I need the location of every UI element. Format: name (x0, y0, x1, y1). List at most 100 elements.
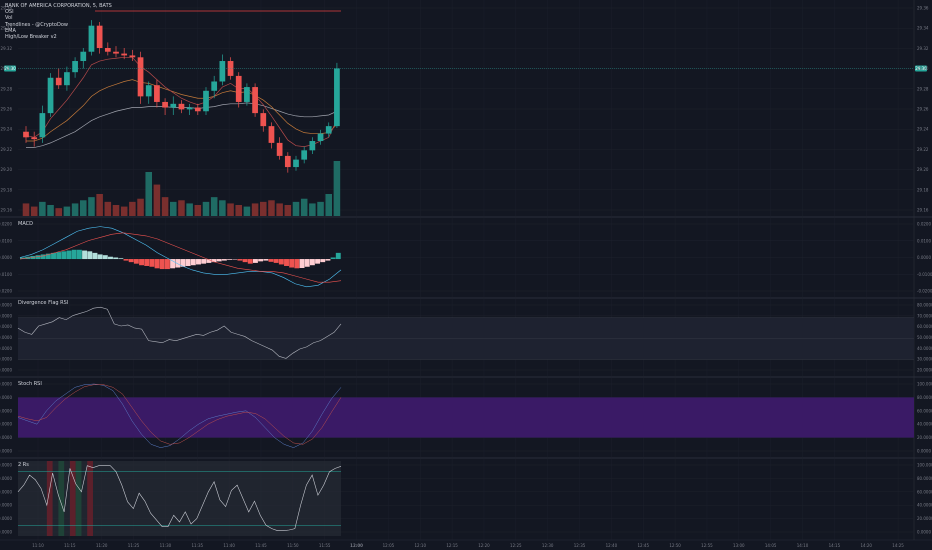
macd-pane[interactable] (19, 226, 342, 288)
macd-histogram-bar[interactable] (206, 259, 212, 263)
macd-histogram-bar[interactable] (113, 257, 119, 260)
volume-bar[interactable] (129, 201, 136, 216)
macd-histogram-bar[interactable] (61, 251, 67, 260)
macd-histogram-bar[interactable] (247, 259, 253, 264)
macd-histogram-bar[interactable] (201, 259, 207, 264)
price-pane[interactable]: 29.30 29.30 (4, 10, 927, 216)
candle-body[interactable] (88, 25, 95, 52)
macd-histogram-bar[interactable] (123, 259, 129, 261)
volume-bar[interactable] (194, 205, 202, 216)
candle-body[interactable] (317, 133, 324, 142)
volume-bar[interactable] (260, 201, 267, 216)
volume-bar[interactable] (120, 206, 128, 216)
volume-bar[interactable] (104, 201, 112, 216)
volume-bar[interactable] (22, 203, 30, 216)
candle-body[interactable] (154, 85, 160, 102)
macd-histogram-bar[interactable] (87, 251, 93, 260)
macd-histogram-bar[interactable] (102, 255, 108, 260)
candle-body[interactable] (170, 103, 177, 108)
candle-body[interactable] (162, 101, 168, 108)
macd-histogram-bar[interactable] (284, 259, 289, 266)
volume-bar[interactable] (309, 203, 316, 216)
volume-bar[interactable] (30, 206, 38, 216)
candle-body[interactable] (96, 25, 103, 48)
volume-bar[interactable] (178, 200, 185, 216)
candle-body[interactable] (219, 61, 226, 82)
macd-histogram-bar[interactable] (335, 252, 341, 260)
macd-histogram-bar[interactable] (20, 257, 25, 260)
candle-body[interactable] (293, 159, 299, 168)
volume-bar[interactable] (71, 203, 79, 216)
macd-histogram-bar[interactable] (76, 249, 82, 260)
candle-body[interactable] (178, 103, 185, 110)
candle-body[interactable] (113, 51, 119, 54)
candle-body[interactable] (72, 61, 78, 73)
candle-body[interactable] (31, 137, 38, 140)
volume-bar[interactable] (251, 203, 259, 216)
macd-histogram-bar[interactable] (108, 256, 113, 260)
macd-histogram-bar[interactable] (154, 259, 160, 269)
candle-body[interactable] (334, 68, 340, 127)
macd-histogram-bar[interactable] (118, 258, 124, 260)
candle-body[interactable] (260, 113, 267, 127)
macd-histogram-bar[interactable] (221, 259, 227, 261)
symbol-legend[interactable]: BANK OF AMERICA CORPORATION, 5, BATS OSI… (5, 3, 112, 40)
candle-body[interactable] (252, 87, 258, 114)
volume-bar[interactable] (63, 206, 71, 216)
macd-histogram-bar[interactable] (190, 259, 196, 266)
macd-histogram-bar[interactable] (180, 259, 186, 267)
volume-bar[interactable] (39, 201, 46, 216)
volume-bar[interactable] (219, 200, 226, 216)
macd-histogram-bar[interactable] (185, 259, 191, 266)
macd-histogram-bar[interactable] (330, 257, 336, 260)
volume-bar[interactable] (112, 205, 120, 216)
macd-histogram-bar[interactable] (299, 259, 305, 268)
macd-histogram-bar[interactable] (325, 259, 331, 261)
macd-histogram-bar[interactable] (40, 254, 46, 260)
volume-bar[interactable] (292, 201, 300, 216)
candle-body[interactable] (55, 77, 62, 86)
macd-histogram-bar[interactable] (211, 259, 217, 263)
volume-bar[interactable] (325, 194, 332, 216)
macd-histogram-bar[interactable] (51, 252, 56, 260)
volume-bar[interactable] (202, 201, 210, 216)
rsi-line[interactable] (17, 306, 342, 359)
macd-histogram-bar[interactable] (97, 254, 103, 260)
macd-histogram-bar[interactable] (56, 252, 62, 260)
candle-body[interactable] (80, 51, 87, 62)
candle-body[interactable] (186, 107, 193, 110)
macd-histogram-bar[interactable] (45, 253, 51, 260)
macd-histogram-bar[interactable] (258, 259, 264, 262)
macd-histogram-bar[interactable] (320, 259, 326, 263)
volume-bar[interactable] (137, 198, 144, 216)
macd-histogram-bar[interactable] (92, 252, 98, 260)
volume-bar[interactable] (47, 205, 54, 216)
volume-bar[interactable] (145, 172, 152, 216)
candle-body[interactable] (276, 142, 283, 156)
volume-bar[interactable] (317, 201, 324, 216)
volume-bar[interactable] (170, 201, 177, 216)
volume-bar[interactable] (210, 197, 218, 216)
macd-histogram-bar[interactable] (237, 259, 243, 261)
volume-bar[interactable] (96, 194, 103, 216)
candle-body[interactable] (23, 131, 29, 138)
volume-bar[interactable] (55, 208, 62, 216)
candle-body[interactable] (309, 141, 316, 151)
candle-body[interactable] (47, 77, 54, 114)
macd-histogram-bar[interactable] (242, 259, 248, 263)
macd-histogram-bar[interactable] (128, 259, 134, 263)
macd-histogram-bar[interactable] (159, 259, 165, 270)
macd-histogram-bar[interactable] (273, 259, 279, 263)
macd-histogram-bar[interactable] (149, 259, 155, 267)
candle-body[interactable] (137, 57, 144, 97)
macd-histogram-bar[interactable] (82, 250, 88, 260)
volume-bar[interactable] (153, 184, 161, 216)
macd-histogram-bar[interactable] (294, 259, 300, 269)
volume-bar[interactable] (333, 161, 341, 216)
candle-body[interactable] (268, 126, 275, 143)
macd-histogram-bar[interactable] (232, 259, 238, 260)
macd-histogram-bar[interactable] (133, 259, 139, 264)
volume-bar[interactable] (284, 205, 292, 216)
volume-bar[interactable] (235, 205, 242, 216)
